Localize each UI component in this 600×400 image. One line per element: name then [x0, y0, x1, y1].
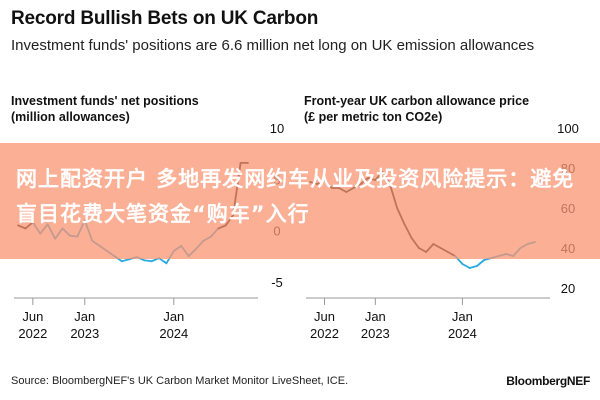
left-x-ticks: Jun 2022 Jan 2023 Jan 2024 — [18, 298, 188, 341]
series-segment — [468, 265, 478, 269]
left-panel-title-line2: (million allowances) — [11, 110, 130, 124]
right-panel-title-line1: Front-year UK carbon allowance price — [304, 94, 529, 108]
y-tick-label: 10 — [270, 121, 284, 136]
x-tick-label-year: 2023 — [361, 326, 390, 341]
x-tick-label-year: 2022 — [18, 326, 47, 341]
series-segment — [461, 263, 471, 269]
series-segment — [143, 259, 153, 263]
x-tick-label-year: 2022 — [310, 326, 339, 341]
source-note: Source: BloombergNEF's UK Carbon Market … — [11, 375, 349, 387]
overlay-banner-text[interactable]: 网上配资开户 多地再发网约车从业及投资风险提示：避免盲目花费大笔资金“购车”入行 — [16, 167, 575, 226]
overlay-banner — [0, 143, 600, 259]
y-tick-label: -5 — [271, 275, 283, 290]
x-tick-label-year: 2023 — [70, 326, 99, 341]
chart-title: Record Bullish Bets on UK Carbon — [11, 8, 319, 29]
x-tick-label-month: Jan — [163, 309, 184, 324]
y-tick-label: 20 — [561, 281, 575, 296]
chart-subtitle: Investment funds' positions are 6.6 mill… — [11, 37, 535, 54]
right-panel-title-line2: (£ per metric ton CO2e) — [304, 110, 442, 124]
x-tick-label-month: Jun — [314, 309, 335, 324]
x-tick-label-month: Jan — [74, 309, 95, 324]
x-tick-label-month: Jan — [452, 309, 473, 324]
y-tick-label: 100 — [557, 121, 579, 136]
x-tick-label-month: Jun — [22, 309, 43, 324]
right-x-ticks: Jun 2022 Jan 2023 Jan 2024 — [310, 298, 477, 341]
brand-logo: BloombergNEF — [506, 374, 590, 388]
x-tick-label-month: Jan — [365, 309, 386, 324]
x-tick-label-year: 2024 — [159, 326, 188, 341]
left-panel-title-line1: Investment funds' net positions — [11, 94, 199, 108]
series-segment — [158, 257, 168, 265]
series-segment — [476, 259, 486, 267]
series-segment — [120, 258, 131, 263]
x-tick-label-year: 2024 — [448, 326, 477, 341]
